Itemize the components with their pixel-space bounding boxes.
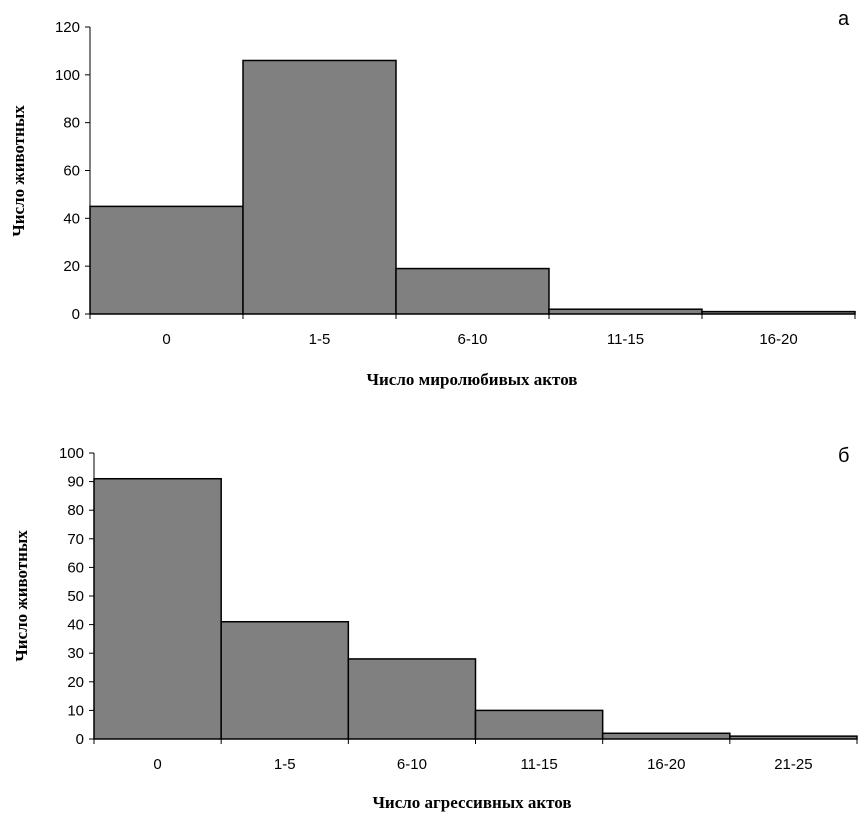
x-tick-label: 1-5 (274, 756, 296, 773)
chart-a-y-axis-title: Число животных (9, 105, 28, 237)
chart-a-y-ticks: 0 20 40 60 80 100 120 (55, 19, 90, 323)
bar-6-10 (347, 658, 477, 740)
y-tick-label: 40 (63, 210, 80, 227)
bar-6-10 (395, 267, 550, 315)
panel-label-b: б (838, 445, 849, 467)
y-tick-label: 80 (67, 502, 84, 519)
y-tick-label: 50 (67, 588, 84, 605)
y-tick-label: 0 (72, 306, 80, 323)
x-tick-label: 0 (153, 756, 161, 773)
bar-0 (93, 477, 222, 740)
y-tick-label: 20 (63, 258, 80, 275)
x-tick-label: 16-20 (759, 331, 797, 348)
chart-a-bars (89, 59, 856, 315)
y-tick-label: 40 (67, 617, 84, 634)
bar-16-20 (601, 732, 731, 740)
x-tick-label: 11-15 (520, 756, 557, 773)
panel-label-a: а (838, 8, 850, 30)
y-tick-label: 20 (67, 674, 84, 691)
y-tick-label: 60 (63, 163, 80, 180)
y-tick-label: 0 (76, 731, 84, 748)
chart-a: а 0 20 40 60 80 100 120 0 1-5 6-10 11-15 16-20 Чис… (9, 8, 856, 389)
x-tick-label: 6-10 (457, 331, 487, 348)
bar-11-15 (548, 308, 703, 315)
y-tick-label: 100 (55, 67, 80, 84)
chart-b-y-axis-title: Число животных (12, 530, 31, 662)
chart-a-x-ticks: 0 1-5 6-10 11-15 16-20 (89, 314, 856, 348)
chart-b-x-ticks: 0 1-5 6-10 11-15 16-20 21-25 (93, 739, 858, 773)
y-tick-label: 90 (67, 474, 84, 491)
bar-11-15 (474, 709, 604, 740)
chart-a-x-axis-title: Число миролюбивых актов (367, 370, 578, 389)
chart-b-x-axis-title: Число агрессивных актов (372, 793, 571, 812)
x-tick-label: 1-5 (309, 331, 331, 348)
x-tick-label: 6-10 (397, 756, 427, 773)
bar-0 (89, 205, 244, 315)
y-tick-label: 100 (59, 445, 84, 462)
x-tick-label: 0 (162, 331, 170, 348)
x-tick-label: 11-15 (607, 331, 644, 348)
y-tick-label: 60 (67, 559, 84, 576)
y-tick-label: 120 (55, 19, 80, 36)
y-tick-label: 70 (67, 531, 84, 548)
bar-1-5 (220, 620, 350, 740)
y-tick-label: 10 (67, 702, 84, 719)
chart-b-bars (93, 477, 858, 740)
y-tick-label: 80 (63, 115, 80, 132)
x-tick-label: 21-25 (774, 756, 812, 773)
x-tick-label: 16-20 (647, 756, 685, 773)
chart-b: б 0 10 20 30 40 50 60 70 80 90 100 0 1-5 6-10 11-15 16… (12, 445, 858, 812)
y-tick-label: 30 (67, 645, 84, 662)
bar-1-5 (242, 59, 397, 315)
chart-b-y-ticks: 0 10 20 30 40 50 60 70 80 90 100 (59, 445, 94, 748)
